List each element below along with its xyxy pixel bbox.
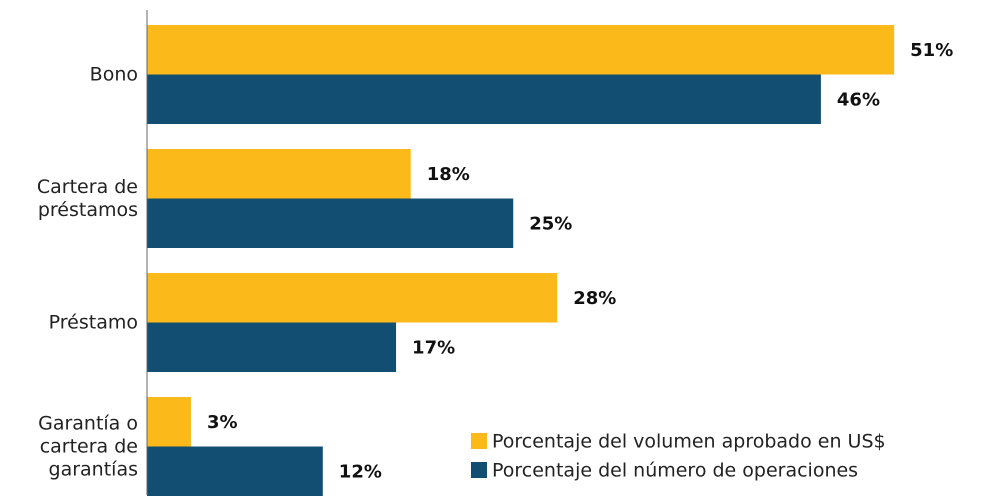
- bar: [147, 25, 895, 75]
- category-line: préstamos: [38, 199, 138, 221]
- category-label: Bono: [90, 63, 138, 85]
- category-line: Garantía o: [38, 412, 138, 434]
- category-label: Cartera de préstamos: [37, 176, 138, 221]
- value-label: 46%: [837, 89, 880, 110]
- legend-swatch: [471, 433, 487, 449]
- value-label: 25%: [529, 213, 572, 234]
- bar: [147, 446, 323, 496]
- value-label: 3%: [207, 412, 238, 433]
- bar: [147, 149, 411, 199]
- value-label: 18%: [427, 164, 470, 185]
- bar: [147, 273, 558, 323]
- value-label: 12%: [339, 461, 382, 482]
- bar: [147, 74, 821, 124]
- value-label: 51%: [910, 40, 953, 61]
- category-line: cartera de: [40, 435, 138, 457]
- legend-swatch: [471, 462, 487, 478]
- legend-label: Porcentaje del número de operaciones: [492, 460, 858, 482]
- category-line: Bono: [90, 63, 138, 85]
- category-line: Préstamo: [49, 311, 138, 333]
- bar: [147, 322, 397, 372]
- category-line: garantías: [49, 458, 138, 480]
- category-line: Cartera de: [37, 176, 138, 198]
- category-label: Préstamo: [49, 311, 138, 333]
- bar: [147, 198, 514, 248]
- legend-label: Porcentaje del volumen aprobado en US$: [492, 431, 886, 453]
- bar: [147, 397, 191, 447]
- category-label: Garantía o cartera de garantías: [38, 412, 138, 480]
- value-label: 28%: [573, 288, 616, 309]
- value-label: 17%: [412, 337, 455, 358]
